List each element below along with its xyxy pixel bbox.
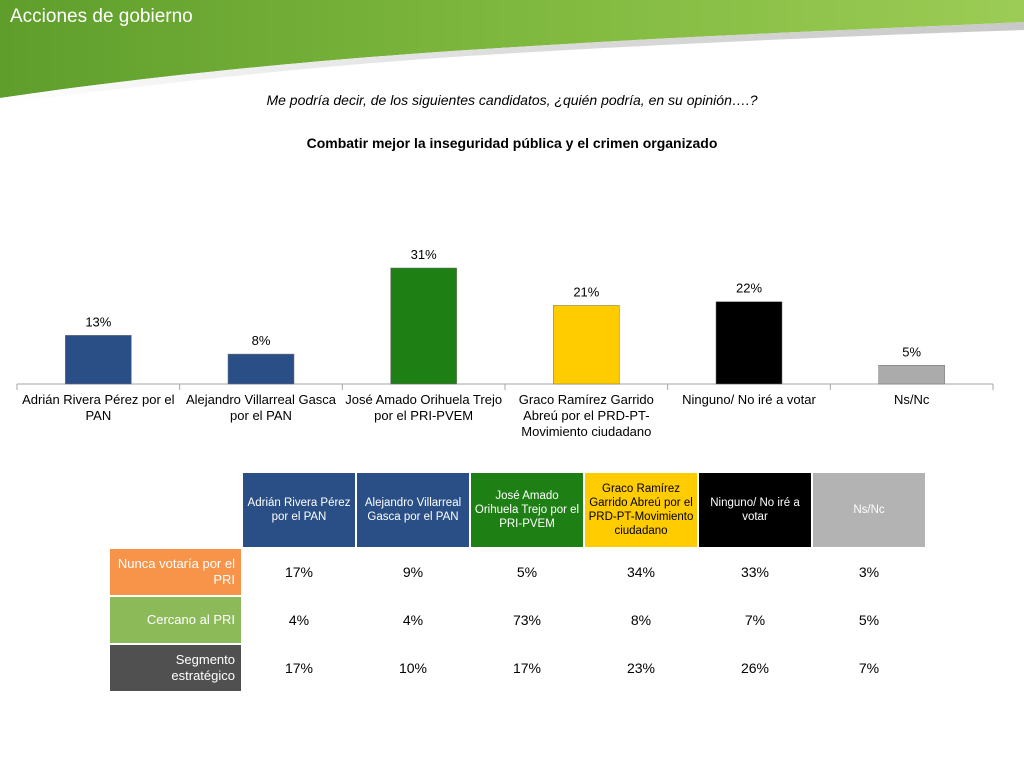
row-header: Nunca votaría por el PRI: [110, 549, 241, 595]
data-label: 21%: [573, 284, 599, 299]
table-cell: 17%: [512, 660, 542, 676]
table-cell: 4%: [402, 612, 424, 628]
table-cell: 3%: [858, 564, 880, 580]
segment-table: Adrián Rivera Pérez por el PAN Alejandro …: [108, 471, 927, 693]
table-cell: 17%: [284, 564, 314, 580]
table-cell: 33%: [740, 564, 770, 580]
table-row: Segmento estratégico 17% 10% 17% 23% 26% 7%: [110, 645, 925, 691]
column-header: Ns/Nc: [813, 473, 925, 547]
table-cell: 5%: [858, 612, 880, 628]
bar: [390, 267, 457, 385]
chart-title: Combatir mejor la inseguridad pública y …: [306, 135, 718, 151]
category-label: Adrián Rivera Pérez por el PAN: [22, 392, 175, 423]
data-label: 31%: [411, 247, 437, 262]
row-header: Cercano al PRI: [110, 597, 241, 643]
data-label: 22%: [736, 281, 762, 296]
bar: [878, 365, 945, 385]
table-cell: 4%: [288, 612, 310, 628]
column-header: Graco Ramírez Garrido Abreú por el PRD-P…: [585, 473, 697, 547]
category-label: Ninguno/ No iré a votar: [682, 392, 816, 407]
table-header-row: Adrián Rivera Pérez por el PAN Alejandro …: [110, 473, 925, 547]
survey-question: Me podría decir, de los siguientes candi…: [266, 92, 758, 108]
header-banner: [0, 0, 1024, 104]
category-label: Alejandro Villarreal Gasca por el PAN: [185, 392, 337, 423]
table-cell: 7%: [858, 660, 880, 676]
data-label: 5%: [902, 344, 921, 359]
table-cell: 17%: [284, 660, 314, 676]
data-label: 8%: [252, 333, 271, 348]
page-title: Acciones de gobierno: [10, 6, 193, 27]
table-cell: 8%: [630, 612, 652, 628]
column-header: Adrián Rivera Pérez por el PAN: [243, 473, 355, 547]
data-label: 13%: [85, 314, 111, 329]
table-row: Nunca votaría por el PRI 17% 9% 5% 34% 33% 3%: [110, 549, 925, 595]
column-header: Ninguno/ No iré a votar: [699, 473, 811, 547]
category-label: Ns/Nc: [893, 392, 930, 407]
column-header: José Amado Orihuela Trejo por el PRI-PVE…: [471, 473, 583, 547]
category-label: Graco Ramírez Garrido Abreú por el PRD-P…: [518, 392, 654, 439]
table-cell: 26%: [740, 660, 770, 676]
row-header: Segmento estratégico: [110, 645, 241, 691]
category-label: José Amado Orihuela Trejo por el PRI-PVE…: [345, 392, 503, 423]
bar: [553, 305, 620, 385]
table-cell: 73%: [512, 612, 542, 628]
table-cell: 7%: [744, 612, 766, 628]
bar: [227, 353, 295, 385]
column-header: Alejandro Villarreal Gasca por el PAN: [357, 473, 469, 547]
table-corner: [110, 473, 241, 547]
table-cell: 9%: [402, 564, 424, 580]
bar: [65, 335, 132, 385]
table-cell: 34%: [626, 564, 656, 580]
table-row: Cercano al PRI 4% 4% 73% 8% 7% 5%: [110, 597, 925, 643]
table-cell: 5%: [516, 564, 538, 580]
bar-chart: 13% 8% 31% 21% 22% 5%: [16, 247, 994, 390]
table-cell: 23%: [626, 660, 656, 676]
table-cell: 10%: [398, 660, 428, 676]
bar: [715, 301, 783, 385]
